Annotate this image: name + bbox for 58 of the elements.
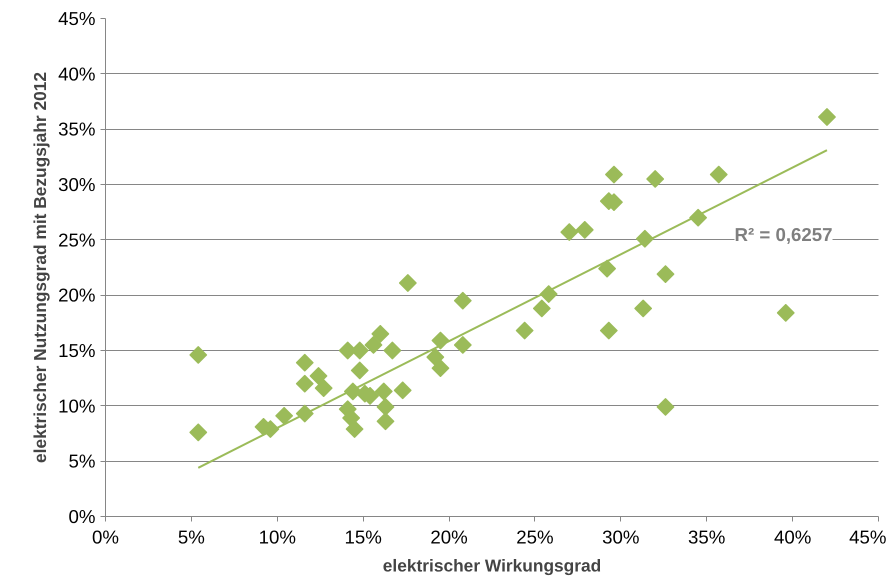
point xyxy=(364,336,382,354)
point xyxy=(656,398,674,416)
point xyxy=(600,322,618,340)
y-tick-label: 40% xyxy=(58,63,96,84)
point xyxy=(296,354,314,372)
point xyxy=(376,412,394,430)
x-tick-label: 15% xyxy=(344,526,382,548)
point xyxy=(431,359,450,378)
point xyxy=(426,348,444,366)
y-tick-label: 5% xyxy=(68,450,96,472)
point xyxy=(394,381,412,400)
point xyxy=(350,361,369,380)
point xyxy=(376,398,394,416)
y-tick-label: 20% xyxy=(58,284,96,306)
point xyxy=(398,274,417,292)
y-tick-label: 30% xyxy=(58,174,96,195)
x-tick-label: 0% xyxy=(92,526,119,548)
y-tick-label: 35% xyxy=(58,118,96,140)
point xyxy=(646,170,664,188)
point xyxy=(383,342,402,360)
point xyxy=(516,322,534,340)
x-tick-label: 30% xyxy=(602,526,640,548)
point xyxy=(374,382,393,400)
point xyxy=(189,346,208,364)
point xyxy=(598,260,616,278)
point xyxy=(656,265,674,284)
point xyxy=(454,292,472,310)
point xyxy=(532,299,551,318)
point xyxy=(275,406,294,425)
x-tick-label: 5% xyxy=(178,526,205,548)
point xyxy=(576,220,594,239)
x-tick-label: 45% xyxy=(849,526,886,548)
point xyxy=(314,379,333,398)
x-tick-label: 25% xyxy=(516,526,554,548)
point xyxy=(346,420,364,438)
y-tick-label: 45% xyxy=(58,8,96,29)
point xyxy=(776,304,795,322)
x-tick-label: 35% xyxy=(688,526,726,548)
point xyxy=(710,166,728,184)
point xyxy=(310,366,328,385)
point xyxy=(189,423,208,442)
point xyxy=(604,166,623,184)
x-tick-label: 20% xyxy=(430,526,468,548)
y-tick-label: 10% xyxy=(58,395,96,416)
annotation: R² = 0,6257 xyxy=(734,224,833,245)
point xyxy=(371,324,390,343)
x-tick-label: 10% xyxy=(258,526,296,548)
y-tick-label: 25% xyxy=(58,229,96,250)
point xyxy=(296,374,314,393)
point xyxy=(634,299,652,318)
x-axis-title: elektrischer Wirkungsgrad xyxy=(382,556,602,576)
y-tick-label: 0% xyxy=(68,506,96,527)
point xyxy=(454,336,472,354)
y-tick-label: 15% xyxy=(58,340,96,361)
x-tick-label: 40% xyxy=(774,526,812,548)
y-axis-title: elektrischer Nutzungsgrad mit Bezugsjahr 2012 xyxy=(30,72,50,463)
point xyxy=(560,223,578,242)
point xyxy=(818,108,836,126)
